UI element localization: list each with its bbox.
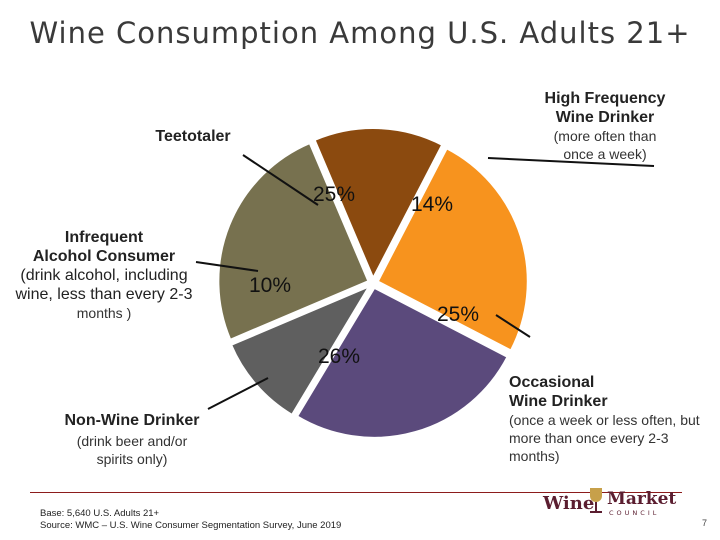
data-label-high-frequency: 14%: [411, 193, 454, 216]
high-frequency-detail: (more often than once a week): [553, 128, 657, 162]
high-frequency-name-line1: High Frequency: [544, 90, 666, 107]
logo-word-market: Market: [607, 489, 677, 509]
category-label-non-wine: Non-Wine Drinker (drink beer and/or spir…: [48, 411, 216, 468]
pie-slice-teetotaler: [217, 141, 370, 342]
leader-line-infrequent: [195, 261, 259, 272]
category-label-teetotaler: Teetotaler: [128, 127, 258, 146]
pie-slice-occasional-wine-drinker: [376, 146, 529, 352]
category-label-occasional: Occasional Wine Drinker (once a week or …: [509, 373, 714, 465]
data-label-occasional: 25%: [437, 303, 480, 326]
teetotaler-name: Teetotaler: [155, 128, 231, 145]
page-number: 7: [702, 518, 708, 528]
wine-market-council-logo: Wine Market COUNCIL: [543, 488, 677, 520]
pie-slice-high-frequency-wine-drinker: [313, 127, 444, 281]
data-label-non-wine: 26%: [318, 345, 361, 368]
pie-slice-non-wine-drinker: [295, 286, 509, 439]
occasional-detail: (once a week or less often, but more tha…: [509, 412, 700, 464]
data-label-teetotaler: 25%: [313, 183, 356, 206]
leader-line-non-wine: [207, 377, 269, 410]
data-label-infrequent: 10%: [249, 274, 292, 297]
footer-divider: [30, 492, 682, 493]
logo-word-council: COUNCIL: [609, 509, 660, 517]
category-label-infrequent: Infrequent Alcohol Consumer (drink alcoh…: [4, 228, 204, 322]
non-wine-detail: (drink beer and/or spirits only): [76, 433, 188, 467]
non-wine-name: Non-Wine Drinker: [64, 412, 200, 429]
wine-glass-stem: [595, 502, 597, 511]
wine-glass-foot: [590, 511, 602, 513]
footer-base: Base: 5,640 U.S. Adults 21+: [40, 508, 160, 519]
leader-line-teetotaler: [242, 154, 319, 206]
footer-note: Base: 5,640 U.S. Adults 21+ Source: WMC …: [40, 508, 341, 532]
footer-source: Source: WMC – U.S. Wine Consumer Segment…: [40, 520, 342, 531]
logo-word-wine: Wine: [543, 493, 595, 514]
infrequent-name-line1: Infrequent: [64, 229, 144, 246]
occasional-name-line1: Occasional: [509, 374, 595, 391]
slide-title: Wine Consumption Among U.S. Adults 21+: [29, 16, 691, 50]
infrequent-detail-line3: months ): [76, 305, 132, 321]
leader-line-high-frequency: [487, 157, 655, 167]
infrequent-name-line2: Alcohol Consumer: [32, 248, 176, 265]
leader-line-occasional: [495, 314, 531, 338]
high-frequency-name-line2: Wine Drinker: [555, 109, 655, 126]
occasional-name-line2: Wine Drinker: [509, 393, 608, 410]
wine-glass-icon: [590, 488, 602, 502]
infrequent-detail-line1: (drink alcohol, including: [20, 267, 188, 284]
infrequent-detail-line2: wine, less than every 2-3: [15, 286, 193, 303]
category-label-high-frequency: High Frequency Wine Drinker (more often …: [525, 89, 685, 163]
